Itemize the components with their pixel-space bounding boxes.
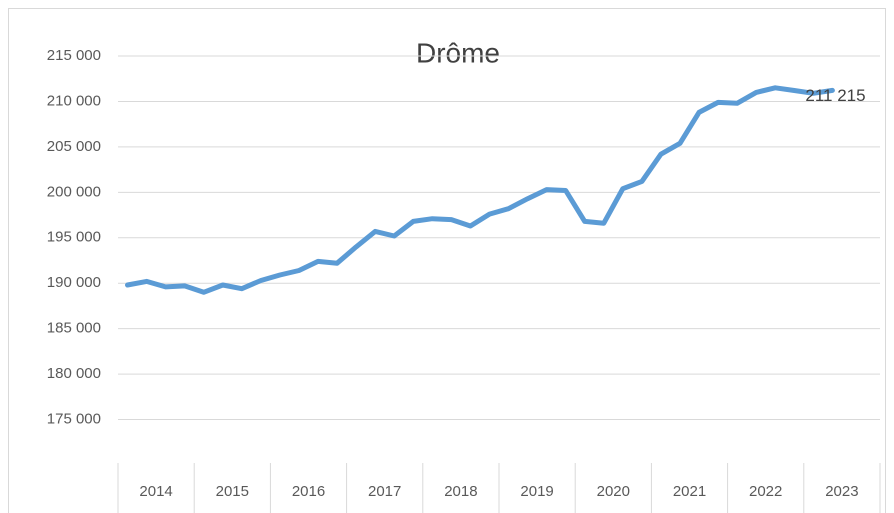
x-tick-label: 2022 bbox=[749, 483, 782, 500]
x-tick-label: 2017 bbox=[368, 483, 401, 500]
y-tick-label: 175 000 bbox=[47, 411, 101, 428]
data-label: 211 215 bbox=[805, 86, 865, 105]
y-tick-label: 180 000 bbox=[47, 365, 101, 382]
x-tick-label: 2019 bbox=[520, 483, 553, 500]
y-tick-label: 205 000 bbox=[47, 138, 101, 155]
x-tick-label: 2016 bbox=[292, 483, 325, 500]
chart-title: Drôme bbox=[416, 37, 500, 68]
x-tick-label: 2018 bbox=[444, 483, 477, 500]
x-tick-label: 2015 bbox=[216, 483, 249, 500]
x-tick-label: 2014 bbox=[139, 483, 172, 500]
y-tick-label: 215 000 bbox=[47, 47, 101, 64]
x-tick-label: 2020 bbox=[597, 483, 630, 500]
x-tick-label: 2021 bbox=[673, 483, 706, 500]
y-tick-label: 195 000 bbox=[47, 229, 101, 246]
y-tick-label: 200 000 bbox=[47, 183, 101, 200]
chart-border bbox=[8, 8, 886, 513]
y-tick-label: 210 000 bbox=[47, 92, 101, 109]
y-tick-label: 185 000 bbox=[47, 320, 101, 337]
data-line bbox=[125, 85, 835, 295]
y-tick-label: 190 000 bbox=[47, 274, 101, 291]
x-tick-label: 2023 bbox=[825, 483, 858, 500]
